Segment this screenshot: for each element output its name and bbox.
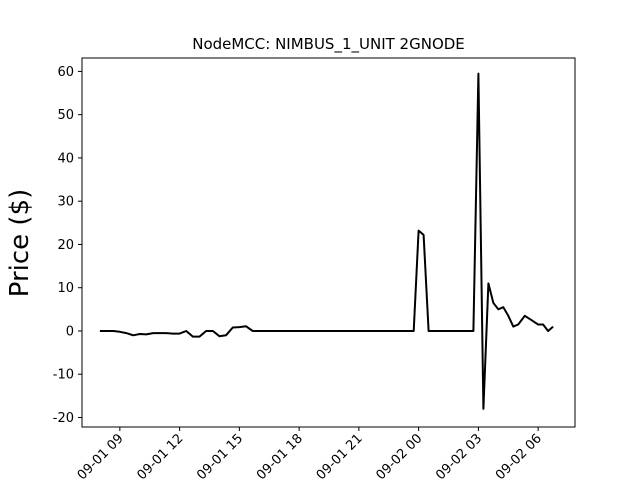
x-tick-label: 09-01 21 — [314, 431, 366, 480]
x-tick-label: 09-02 03 — [433, 431, 485, 480]
y-tick-label: 40 — [57, 151, 74, 166]
x-tick-label: 09-01 09 — [75, 431, 127, 480]
y-tick-label: 30 — [57, 195, 74, 210]
y-tick-label: 20 — [57, 238, 74, 253]
y-tick-label: -10 — [53, 368, 74, 383]
y-tick-label: 0 — [66, 324, 74, 339]
x-tick-label: 09-01 18 — [254, 431, 306, 480]
x-tick-label: 09-01 12 — [134, 431, 186, 480]
y-axis-label: Price ($) — [5, 189, 35, 298]
y-tick-label: 50 — [57, 108, 74, 123]
plot-series — [99, 72, 554, 410]
x-tick-label: 09-02 06 — [493, 431, 545, 480]
x-axis-ticks: 09-01 09 09-01 12 09-01 15 09-01 18 09-01 21… — [75, 427, 545, 480]
chart-title: NodeMCC: NIMBUS_1_UNIT 2GNODE — [192, 35, 465, 54]
y-axis-ticks: -20 -10 0 10 20 30 40 50 60 — [53, 65, 82, 426]
price-line — [99, 72, 554, 410]
y-tick-label: 10 — [57, 281, 74, 296]
y-tick-label: -20 — [53, 411, 74, 426]
x-tick-label: 09-01 15 — [194, 431, 246, 480]
plot-area-frame — [81, 57, 576, 428]
x-tick-label: 09-02 00 — [374, 431, 426, 480]
y-tick-label: 60 — [57, 65, 74, 80]
